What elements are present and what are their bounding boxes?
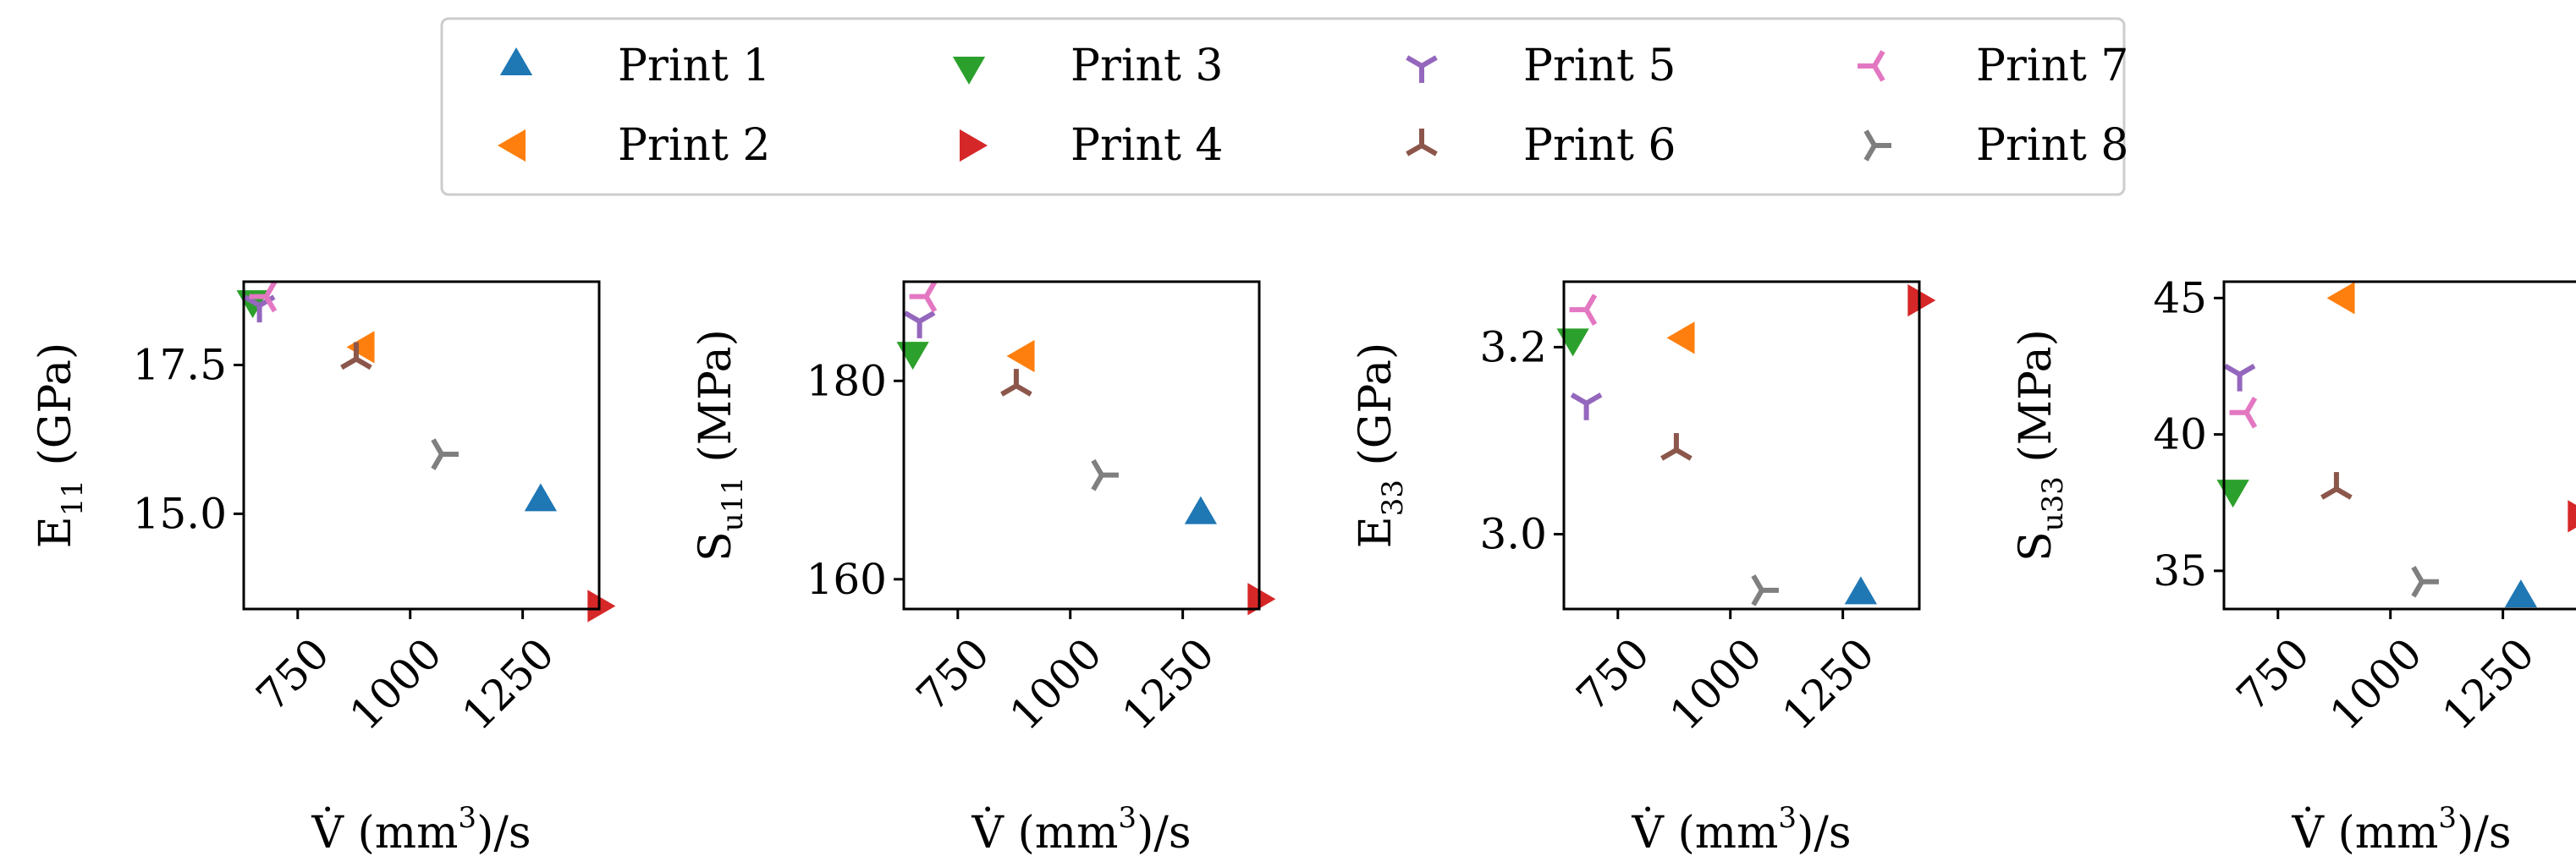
panel-4: 750 1000 1250 35 40 45 V̇ (mm3)/s Su33 (MPa) [2011, 273, 2576, 859]
point-2-3 [896, 342, 929, 370]
panel-2-points [896, 280, 1276, 616]
xlabel-3: V̇ (mm3)/s [1631, 801, 1851, 859]
point-1-2 [346, 331, 375, 364]
xtick-label-3-3: 1250 [1773, 628, 1884, 739]
point-3-2 [1666, 321, 1695, 354]
point-4-8 [2411, 565, 2439, 598]
point-4-6 [2320, 472, 2353, 500]
ytick-label-4-1: 35 [2153, 546, 2207, 595]
ytick-label-2-2: 180 [806, 356, 887, 405]
legend-label-3: Print 3 [1071, 41, 1223, 91]
point-4-5 [2223, 364, 2256, 392]
legend-label-6: Print 6 [1523, 120, 1676, 171]
point-3-3 [1556, 328, 1589, 357]
xlabel-1: V̇ (mm3)/s [311, 801, 531, 859]
xtick-label-2-2: 1000 [1000, 628, 1111, 739]
point-1-6 [340, 342, 372, 370]
point-4-3 [2216, 480, 2249, 508]
panel-2-axes [902, 280, 1261, 611]
xtick-label-1-2: 1000 [340, 628, 451, 739]
xtick-label-4-1: 750 [2227, 628, 2319, 720]
legend-label-7: Print 7 [1976, 41, 2128, 91]
xtick-label-1-3: 1250 [453, 628, 564, 739]
xtick-label-4-2: 1000 [2320, 628, 2431, 739]
xtick-label-2-3: 1250 [1113, 628, 1224, 739]
point-3-4 [1907, 283, 1936, 317]
legend-marker-1 [499, 47, 533, 75]
point-2-7 [909, 280, 938, 313]
legend-label-8: Print 8 [1976, 120, 2128, 171]
xlabel-4: V̇ (mm3)/s [2291, 801, 2511, 859]
ylabel-4: Su33 (MPa) [2011, 329, 2070, 562]
legend-frame [440, 17, 2126, 196]
legend-label-1: Print 1 [618, 41, 770, 91]
point-2-5 [903, 310, 936, 338]
panel-3-axes [1562, 280, 1921, 611]
point-3-1 [1844, 576, 1878, 605]
point-2-1 [1184, 496, 1218, 524]
point-4-1 [2504, 579, 2538, 608]
legend: Print 1 Print 2 Print 3 Print 4 Print 5 Print… [440, 17, 2128, 196]
legend-marker-6 [1406, 129, 1438, 156]
panel-4-points [2216, 282, 2576, 608]
point-2-4 [1247, 583, 1276, 616]
xlabel-2: V̇ (mm3)/s [971, 801, 1191, 859]
panel-1: 750 1000 1250 15.0 17.5 V̇ (mm3)/s E11 (GPa) [30, 280, 616, 859]
panel-2: 750 1000 1250 160 180 V̇ (mm3)/s Su11 (MPa) [691, 280, 1276, 859]
point-3-7 [1569, 294, 1598, 326]
point-1-7 [249, 280, 278, 313]
panel-4-axes [2222, 280, 2576, 611]
panel-1-axes [242, 280, 601, 611]
point-1-4 [587, 590, 616, 623]
ytick-label-1-1: 15.0 [133, 489, 227, 538]
panel-3: 750 1000 1250 3.0 3.2 V̇ (mm3)/s E33 (GPa) [1351, 280, 1936, 859]
xtick-label-3-2: 1000 [1660, 628, 1771, 739]
legend-marker-8 [1863, 129, 1891, 162]
ylabel-1: E11 (GPa) [30, 343, 90, 549]
ytick-label-3-1: 3.0 [1479, 510, 1547, 559]
panel-3-points [1556, 283, 1936, 606]
point-4-2 [2326, 282, 2355, 315]
ytick-label-4-2: 40 [2153, 410, 2207, 459]
point-1-1 [524, 483, 558, 512]
ylabel-2: Su11 (MPa) [691, 329, 750, 562]
point-3-6 [1660, 433, 1693, 461]
legend-marker-4 [960, 129, 988, 162]
ytick-label-4-3: 45 [2153, 273, 2207, 322]
ytick-label-3-2: 3.2 [1479, 322, 1547, 371]
point-2-8 [1091, 458, 1119, 491]
legend-marker-3 [952, 57, 986, 85]
xtick-label-2-1: 750 [907, 628, 999, 720]
legend-label-4: Print 4 [1071, 120, 1223, 171]
legend-marker-7 [1858, 50, 1885, 82]
point-2-2 [1006, 339, 1035, 373]
ylabel-3: E33 (GPa) [1351, 343, 1410, 549]
xtick-label-3-1: 750 [1567, 628, 1659, 720]
xtick-label-4-3: 1250 [2433, 628, 2544, 739]
point-2-6 [1000, 369, 1032, 397]
xtick-label-1-1: 750 [247, 628, 339, 720]
legend-label-5: Print 5 [1523, 41, 1676, 91]
panel-1-points [236, 280, 616, 623]
point-4-4 [2568, 500, 2576, 533]
ytick-label-1-2: 17.5 [133, 341, 227, 390]
ytick-label-2-1: 160 [806, 555, 887, 604]
point-3-8 [1751, 574, 1779, 606]
legend-marker-5 [1406, 55, 1438, 83]
legend-label-2: Print 2 [618, 120, 770, 171]
point-4-7 [2229, 396, 2258, 429]
point-3-5 [1570, 392, 1603, 420]
legend-marker-2 [498, 129, 526, 162]
point-1-8 [431, 438, 459, 470]
